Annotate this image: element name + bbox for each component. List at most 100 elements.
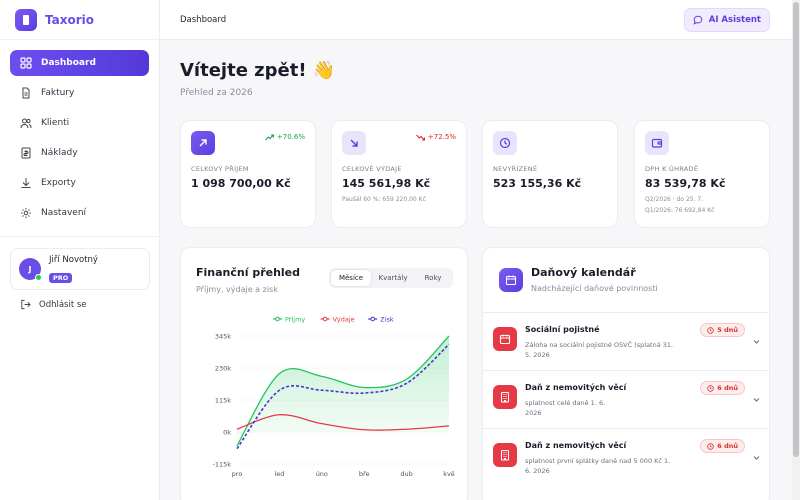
arrow-down-right-icon <box>342 131 366 155</box>
stat-label: NEVYŘÍZENÉ <box>493 165 538 173</box>
panel-subtitle: Příjmy, výdaje a zisk <box>196 285 278 294</box>
pro-badge: PRO <box>49 272 73 283</box>
y-tick-label: -115k <box>212 461 231 469</box>
clock-icon <box>493 131 517 155</box>
stat-value: 523 155,36 Kč <box>493 177 582 190</box>
x-tick-label: pro <box>232 470 243 478</box>
arrow-up-right-icon <box>191 131 215 155</box>
income-area-fill <box>237 336 449 446</box>
sidebar-item-label: Náklady <box>41 148 78 158</box>
tab-years[interactable]: Roky <box>424 274 442 282</box>
clock-icon <box>707 326 714 334</box>
sidebar-item-label: Nastavení <box>41 208 87 218</box>
stat-value: 145 561,98 Kč <box>342 177 431 190</box>
series-line-income <box>236 335 450 447</box>
user-card[interactable]: J Jiří Novotný PRO <box>10 248 150 290</box>
stat-card-vat: DPH K ÚHRADĚ 83 539,78 Kč Q2/2026 · do 2… <box>634 120 770 228</box>
avatar: J <box>19 258 42 281</box>
days-left-badge: 5 dnů <box>700 323 745 337</box>
y-tick-label: 345k <box>215 333 231 341</box>
sidebar-item-clients[interactable]: Klienti <box>10 110 149 136</box>
sidebar-item-settings[interactable]: Nastavení <box>10 200 149 226</box>
stat-card-pending: NEVYŘÍZENÉ 523 155,36 Kč <box>482 120 618 228</box>
x-tick-label: bře <box>359 470 370 478</box>
clock-icon <box>707 384 714 392</box>
panel-subtitle: Nadcházející daňové povinnosti <box>531 284 658 293</box>
brand[interactable]: Taxorio <box>0 0 159 40</box>
building-icon <box>493 443 517 467</box>
tab-quarters[interactable]: Kvartály <box>378 274 408 282</box>
sidebar-item-exports[interactable]: Exporty <box>10 170 149 196</box>
sidebar-item-label: Dashboard <box>41 58 96 68</box>
stat-label: DPH K ÚHRADĚ <box>645 165 699 173</box>
calendar-item-title: Daň z nemovitých věcí <box>525 441 627 450</box>
stat-value: 1 098 700,00 Kč <box>191 177 291 190</box>
sidebar-item-label: Faktury <box>41 88 75 98</box>
legend-marker <box>370 316 375 322</box>
sidebar-item-label: Exporty <box>41 178 76 188</box>
chat-icon <box>693 15 702 25</box>
calendar-item-desc: Záloha na sociální pojistné OSVČ (splatn… <box>525 341 674 359</box>
sidebar: Taxorio Dashboard Faktury Klienti Náklad… <box>0 0 160 500</box>
users-icon <box>20 117 32 129</box>
days-left-badge: 6 dnů <box>700 381 745 395</box>
sidebar-item-dashboard[interactable]: Dashboard <box>10 50 149 76</box>
series-line-expenses <box>236 414 450 431</box>
calendar-item[interactable]: Sociální pojistné Záloha na sociální poj… <box>483 312 769 372</box>
wallet-icon <box>645 131 669 155</box>
calendar-item-title: Sociální pojistné <box>525 325 600 334</box>
page-scrollbar[interactable] <box>792 0 800 500</box>
chevron-down-icon[interactable] <box>752 337 761 346</box>
calendar-item-desc: splatnost první splátky daně nad 5 000 K… <box>525 457 671 475</box>
scrollbar-thumb[interactable] <box>793 2 799 457</box>
sidebar-item-label: Klienti <box>41 118 70 128</box>
panel-title: Daňový kalendář <box>531 266 636 279</box>
chevron-down-icon[interactable] <box>752 453 761 462</box>
finance-overview-panel: Finanční přehled Příjmy, výdaje a zisk M… <box>180 247 468 500</box>
x-tick-label: kvě <box>443 470 455 478</box>
stat-label: CELKOVÝ PŘÍJEM <box>191 165 249 173</box>
gear-icon <box>20 207 32 219</box>
online-status-dot <box>35 274 42 281</box>
chevron-down-icon[interactable] <box>752 395 761 404</box>
taxorio-logo-icon <box>15 8 37 31</box>
calendar-item-title: Daň z nemovitých věcí <box>525 383 627 392</box>
x-tick-label: led <box>274 470 284 478</box>
sidebar-item-expenses[interactable]: Náklady <box>10 140 149 166</box>
calendar-item[interactable]: Daň z nemovitých věcí splatnost první sp… <box>483 428 769 488</box>
legend-label: Výdaje <box>333 316 355 324</box>
calendar-item[interactable]: Daň z nemovitých věcí splatnost celé dan… <box>483 370 769 430</box>
tax-calendar-panel: Daňový kalendář Nadcházející daňové povi… <box>482 247 770 500</box>
stat-card-expenses: +72.5% CELKOVÉ VÝDAJE 145 561,98 Kč Pauš… <box>331 120 467 228</box>
days-left-badge: 6 dnů <box>700 439 745 453</box>
page-subtitle: Přehled za 2026 <box>180 88 253 98</box>
top-bar: Dashboard AI Asistent <box>160 0 792 40</box>
receipt-icon <box>20 147 32 159</box>
stat-value: 83 539,78 Kč <box>645 177 726 190</box>
legend-marker <box>275 316 280 322</box>
period-toggle: Měsíce Kvartály Roky <box>329 268 453 288</box>
sidebar-nav: Dashboard Faktury Klienti Náklady Export… <box>0 50 159 226</box>
ai-assistant-button[interactable]: AI Asistent <box>683 8 770 32</box>
legend-label: Zisk <box>380 316 394 324</box>
y-tick-label: 230k <box>215 365 231 373</box>
building-icon <box>493 385 517 409</box>
y-tick-label: 115k <box>215 397 231 405</box>
y-tick-label: 0k <box>223 429 231 437</box>
logout-button[interactable]: Odhlásit se <box>20 299 87 310</box>
sidebar-item-invoices[interactable]: Faktury <box>10 80 149 106</box>
tab-months[interactable]: Měsíce <box>331 270 371 286</box>
invoice-icon <box>20 87 32 99</box>
series-line-profit <box>236 343 450 450</box>
clock-icon <box>707 442 714 450</box>
trend-indicator: +72.5% <box>416 133 456 141</box>
breadcrumb: Dashboard <box>180 14 227 25</box>
legend-label: Příjmy <box>285 316 305 324</box>
logout-icon <box>21 299 31 310</box>
trend-up-icon <box>265 134 274 140</box>
trend-indicator: +70.6% <box>265 133 305 141</box>
dashboard-icon <box>20 57 32 69</box>
x-tick-label: úno <box>316 470 328 478</box>
page-title: Vítejte zpět! 👋 <box>180 60 336 81</box>
stat-card-income: +70.6% CELKOVÝ PŘÍJEM 1 098 700,00 Kč <box>180 120 316 228</box>
